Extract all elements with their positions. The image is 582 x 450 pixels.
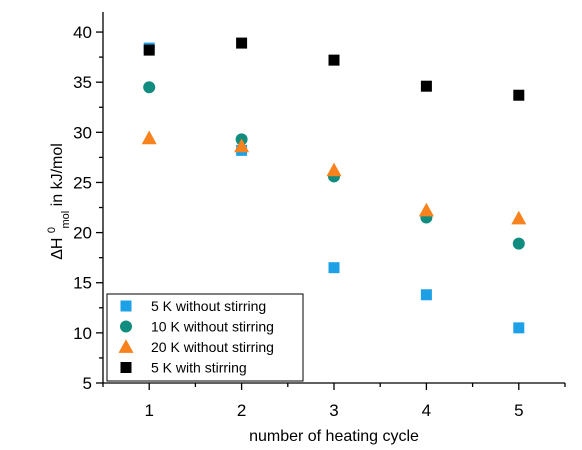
x-tick-label: 2 xyxy=(237,401,246,420)
y-axis-label-subscript: mol xyxy=(60,211,72,229)
data-point xyxy=(513,238,525,250)
y-tick-label: 40 xyxy=(73,23,92,42)
y-tick-label: 35 xyxy=(73,73,92,92)
data-point xyxy=(421,81,432,92)
data-point xyxy=(144,45,155,56)
series-1 xyxy=(144,43,525,334)
data-point xyxy=(236,38,247,49)
data-point xyxy=(329,262,340,273)
y-axis-label-unit: in kJ/mol xyxy=(49,143,66,206)
legend-marker xyxy=(120,321,132,333)
y-tick-label: 25 xyxy=(73,173,92,192)
legend-label: 5 K without stirring xyxy=(151,298,266,314)
data-point xyxy=(142,131,157,145)
x-tick-label: 1 xyxy=(144,401,153,420)
x-axis-label: number of heating cycle xyxy=(249,428,419,445)
y-tick-label: 20 xyxy=(73,224,92,243)
legend-marker xyxy=(121,362,132,373)
legend-label: 5 K with stirring xyxy=(151,360,247,376)
x-tick-label: 3 xyxy=(329,401,338,420)
legend-marker xyxy=(121,301,132,312)
data-point xyxy=(329,55,340,66)
data-point xyxy=(421,289,432,300)
data-point xyxy=(143,81,155,93)
x-tick-label: 4 xyxy=(422,401,431,420)
data-points xyxy=(142,38,527,334)
y-tick-label: 5 xyxy=(83,374,92,393)
legend-label: 10 K without stirring xyxy=(151,319,274,335)
data-point xyxy=(511,211,526,225)
y-tick-label: 10 xyxy=(73,324,92,343)
series-4 xyxy=(144,38,525,101)
y-tick-label: 30 xyxy=(73,123,92,142)
legend: 5 K without stirring 10 K without stirrin… xyxy=(107,294,303,381)
x-tick-label: 5 xyxy=(514,401,523,420)
y-axis-label-superscript: 0 xyxy=(46,227,58,233)
data-point xyxy=(419,203,434,217)
data-point xyxy=(513,90,524,101)
y-tick-label: 15 xyxy=(73,274,92,293)
y-axis-label: ΔH 0 mol in kJ/mol xyxy=(42,143,73,260)
legend-label: 20 K without stirring xyxy=(151,339,274,355)
data-point xyxy=(513,322,524,333)
data-point xyxy=(327,163,342,177)
y-axis-label-main: ΔH xyxy=(49,238,66,260)
